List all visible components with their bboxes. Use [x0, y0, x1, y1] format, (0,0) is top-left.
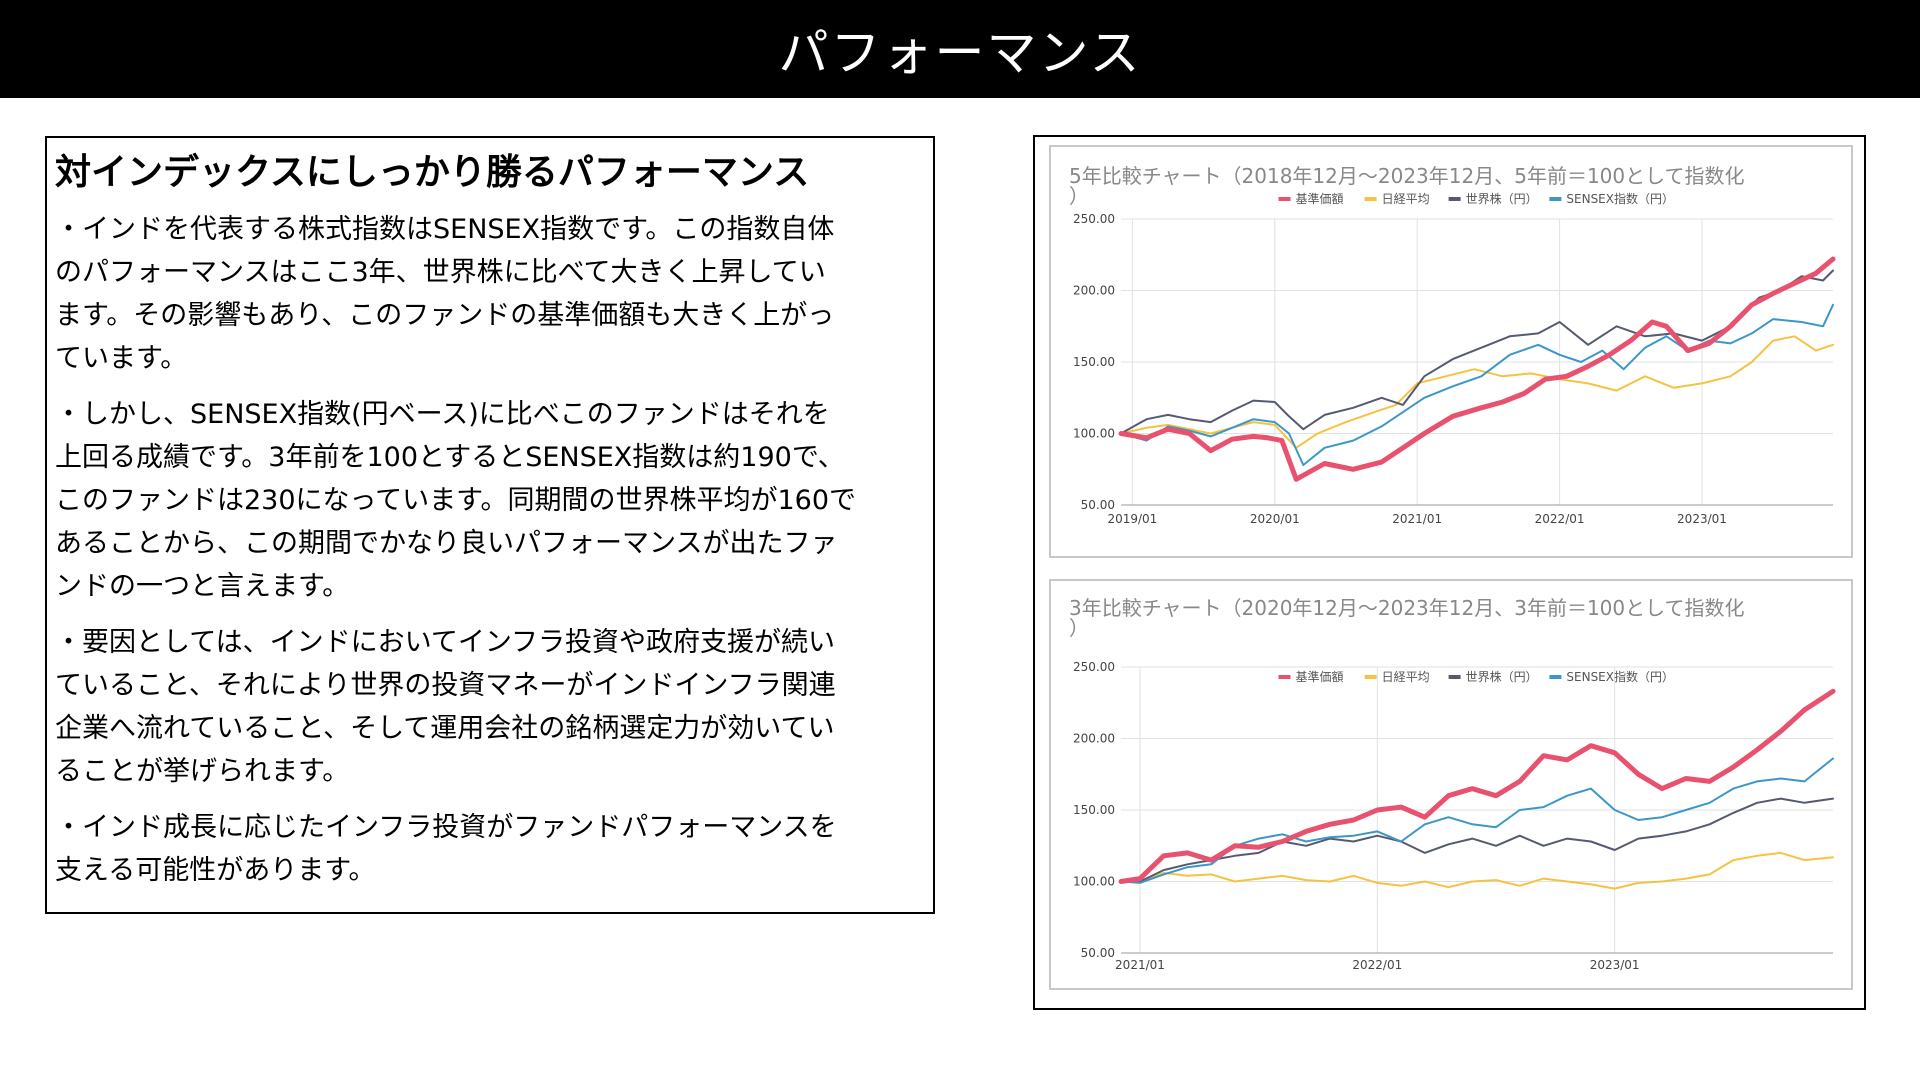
y-tick-label: 250.00	[1073, 212, 1115, 226]
paragraph-line: ていること、それにより世界の投資マネーがインドインフラ関連	[55, 670, 836, 701]
chart-title: 3年比較チャート（2020年12月～2023年12月、3年前＝100として指数化	[1069, 596, 1745, 620]
charts-frame: 5年比較チャート（2018年12月～2023年12月、5年前＝100として指数化…	[1033, 135, 1866, 1010]
paragraph-2: ・しかし、SENSEX指数(円ベース)に比べこのファンドはそれを 上回る成績です…	[55, 393, 925, 608]
y-tick-label: 250.00	[1073, 660, 1115, 674]
y-tick-label: 50.00	[1081, 946, 1115, 960]
legend-label: SENSEX指数（円）	[1566, 191, 1674, 206]
paragraph-1: ・インドを代表する株式指数はSENSEX指数です。この指数自体 のパフォーマンス…	[55, 208, 925, 380]
x-tick-label: 2021/01	[1115, 958, 1165, 972]
series-line-sensex	[1120, 303, 1834, 466]
legend-label: 日経平均	[1382, 670, 1430, 684]
paragraph-line: ます。その影響もあり、このファンドの基準価額も大きく上がっ	[55, 300, 835, 331]
paragraph-line: のパフォーマンスはここ3年、世界株に比べて大きく上昇してい	[55, 257, 826, 288]
legend-label: 基準価額	[1296, 191, 1344, 206]
paragraph-4: ・インド成長に応じたインフラ投資がファンドパフォーマンスを 支える可能性がありま…	[55, 806, 925, 892]
chart-title-cont: ）	[1069, 616, 1089, 640]
y-tick-label: 100.00	[1073, 875, 1115, 889]
paragraph-line: ・しかし、SENSEX指数(円ベース)に比べこのファンドはそれを	[55, 399, 830, 430]
page-title-bar: パフォーマンス	[0, 0, 1920, 98]
paragraph-line: ています。	[55, 343, 188, 374]
paragraph-line: ることが挙げられます。	[55, 756, 350, 787]
text-box: 対インデックスにしっかり勝るパフォーマンス ・インドを代表する株式指数はSENS…	[45, 136, 935, 914]
chart-title-cont: ）	[1069, 184, 1089, 208]
x-tick-label: 2022/01	[1535, 512, 1585, 526]
paragraph-line: ・インド成長に応じたインフラ投資がファンドパフォーマンスを	[55, 812, 837, 843]
chart-5year: 5年比較チャート（2018年12月～2023年12月、5年前＝100として指数化…	[1069, 164, 1836, 526]
paragraph-line: ンドの一つと言えます。	[55, 571, 350, 602]
x-tick-label: 2023/01	[1677, 512, 1727, 526]
legend-label: 世界株（円）	[1466, 191, 1538, 206]
x-tick-label: 2020/01	[1250, 512, 1300, 526]
y-tick-label: 200.00	[1073, 284, 1115, 298]
legend-label: SENSEX指数（円）	[1566, 669, 1674, 684]
legend-label: 世界株（円）	[1466, 669, 1538, 684]
series-line-fund	[1118, 256, 1836, 482]
paragraph-line: 企業へ流れていること、そして運用会社の銘柄選定力が効いてい	[55, 713, 835, 744]
y-tick-label: 50.00	[1081, 498, 1115, 512]
paragraph-line: 支える可能性があります。	[55, 855, 376, 886]
series-line-nikkei	[1120, 851, 1834, 890]
chart-5year-panel: 5年比較チャート（2018年12月～2023年12月、5年前＝100として指数化…	[1049, 145, 1853, 558]
paragraph-line: 上回る成績です。3年前を100とするとSENSEX指数は約190で、	[55, 442, 845, 473]
paragraph-3: ・要因としては、インドにおいてインフラ投資や政府支援が続い ていること、それによ…	[55, 621, 925, 793]
y-tick-label: 100.00	[1073, 427, 1115, 441]
paragraph-line: あることから、この期間でかなり良いパフォーマンスが出たファ	[55, 528, 838, 559]
x-tick-label: 2022/01	[1352, 958, 1402, 972]
paragraph-line: このファンドは230になっています。同期間の世界株平均が160で	[55, 485, 857, 516]
x-tick-label: 2019/01	[1107, 512, 1157, 526]
y-tick-label: 200.00	[1073, 732, 1115, 746]
legend-label: 日経平均	[1382, 192, 1430, 206]
x-tick-label: 2023/01	[1590, 958, 1640, 972]
chart-title: 5年比較チャート（2018年12月～2023年12月、5年前＝100として指数化	[1069, 164, 1745, 188]
y-tick-label: 150.00	[1073, 803, 1115, 817]
chart-3year: 3年比較チャート（2020年12月～2023年12月、3年前＝100として指数化…	[1069, 596, 1836, 972]
series-line-nikkei	[1120, 335, 1834, 449]
legend-label: 基準価額	[1296, 669, 1344, 684]
paragraph-line: ・インドを代表する株式指数はSENSEX指数です。この指数自体	[55, 214, 835, 245]
series-line-fund	[1118, 688, 1836, 884]
chart-3year-panel: 3年比較チャート（2020年12月～2023年12月、3年前＝100として指数化…	[1049, 579, 1853, 990]
page-title: パフォーマンス	[778, 24, 1142, 82]
paragraph-line: ・要因としては、インドにおいてインフラ投資や政府支援が続い	[55, 627, 836, 658]
series-line-world	[1120, 797, 1834, 883]
text-heading: 対インデックスにしっかり勝るパフォーマンス	[55, 152, 810, 193]
y-tick-label: 150.00	[1073, 355, 1115, 369]
x-tick-label: 2021/01	[1392, 512, 1442, 526]
